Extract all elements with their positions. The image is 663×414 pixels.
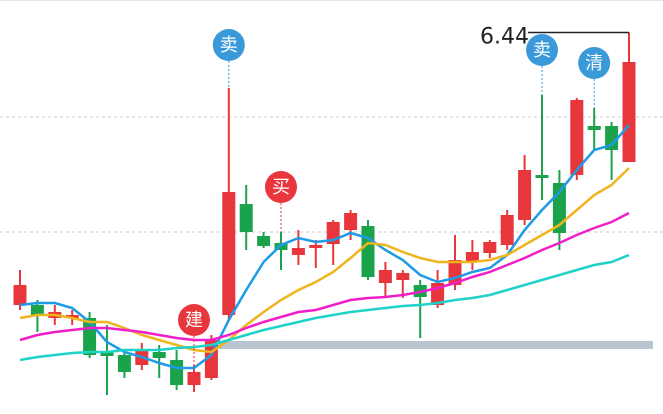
candle-body	[222, 192, 236, 315]
signal-label: 建	[185, 310, 203, 331]
signal-label: 卖	[220, 35, 238, 56]
candle-body	[500, 215, 514, 245]
candle-body	[13, 285, 27, 305]
signal-label: 清	[585, 53, 603, 74]
signal-badge	[212, 29, 245, 61]
candle-body	[170, 360, 184, 385]
candle-body	[65, 315, 79, 318]
candle-body	[257, 236, 271, 246]
candle-body	[378, 270, 392, 283]
moving-average-line	[19, 124, 630, 370]
signal-badge	[578, 47, 611, 79]
signal-label: 买	[272, 177, 290, 198]
candle-body	[239, 204, 253, 232]
candle-body	[361, 226, 375, 277]
high-price-label: 6.44	[480, 25, 529, 50]
signal-badge	[265, 171, 297, 203]
candle-body	[30, 305, 44, 315]
moving-average-line	[19, 167, 630, 354]
candle-body	[187, 372, 201, 385]
candle-body	[605, 126, 619, 150]
moving-average-line	[19, 253, 630, 362]
candle-body	[465, 252, 479, 262]
moving-average-line	[19, 211, 630, 342]
signal-label: 卖	[533, 40, 551, 61]
candle-body	[483, 242, 497, 253]
candle-body	[396, 273, 410, 280]
signal-badge	[178, 304, 210, 336]
candle-body	[291, 248, 305, 255]
candle-body	[344, 213, 358, 230]
candle-body	[117, 355, 131, 372]
candle-body	[587, 126, 601, 130]
candle-body	[622, 62, 636, 162]
candle-body	[152, 352, 166, 358]
signal-badge	[526, 34, 558, 66]
candle-body	[535, 175, 549, 178]
candle-body	[518, 170, 532, 220]
candle-body	[570, 100, 584, 175]
candle-body	[100, 352, 114, 356]
candle-body	[309, 245, 323, 248]
